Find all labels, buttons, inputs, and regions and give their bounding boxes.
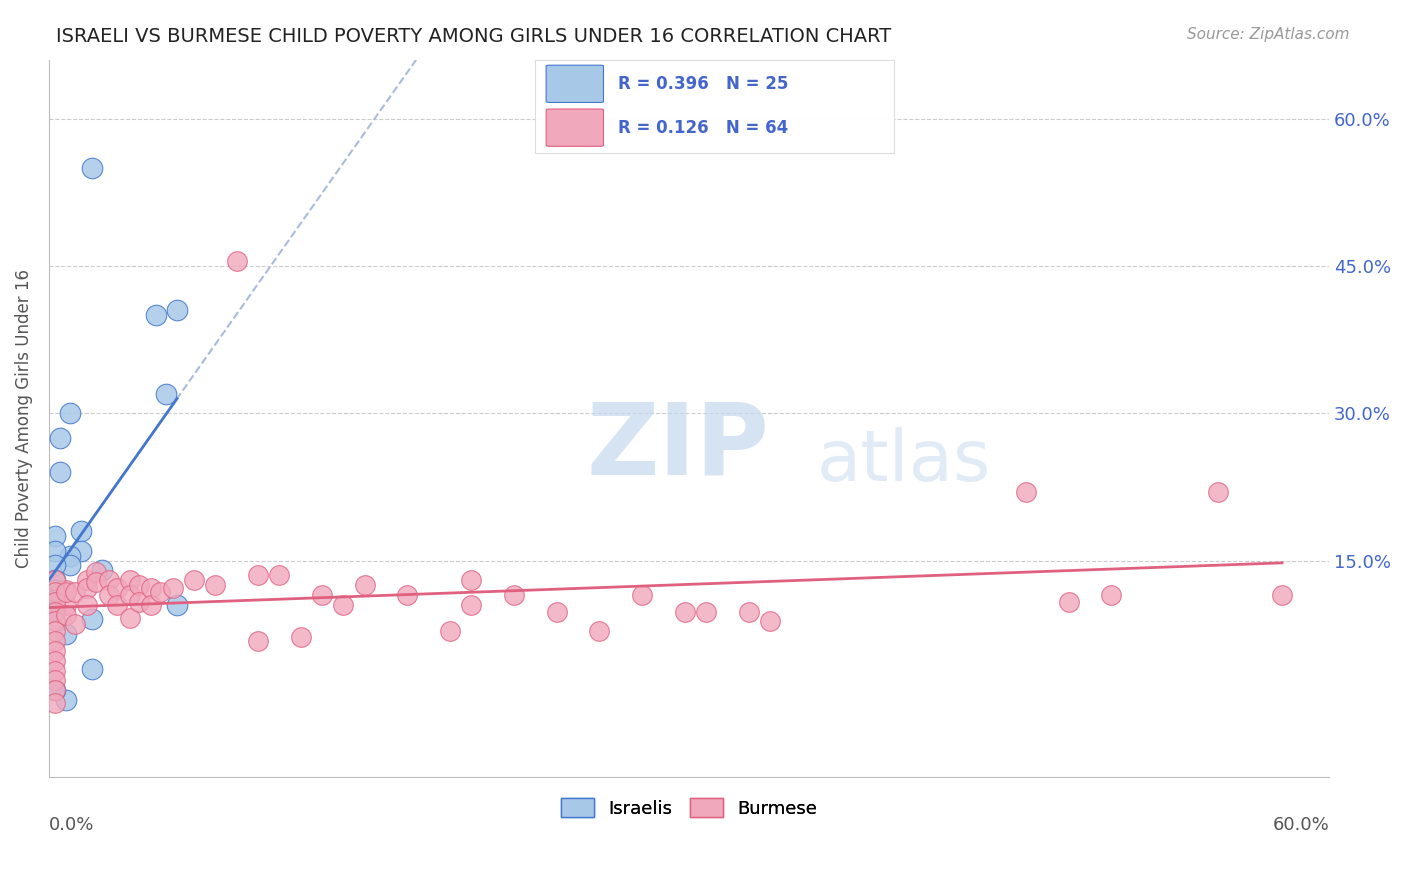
- Point: [80, 662, 103, 676]
- Point: [460, 598, 482, 612]
- Point: [145, 308, 167, 322]
- Point: [44, 573, 66, 587]
- Point: [105, 581, 128, 595]
- Point: [44, 558, 66, 573]
- Point: [128, 595, 150, 609]
- Point: [631, 588, 654, 602]
- Y-axis label: Child Poverty Among Girls Under 16: Child Poverty Among Girls Under 16: [15, 268, 32, 567]
- Point: [396, 588, 419, 602]
- Point: [44, 673, 66, 688]
- Point: [44, 664, 66, 678]
- Point: [80, 161, 103, 175]
- Point: [166, 598, 188, 612]
- Point: [84, 575, 107, 590]
- Point: [91, 563, 114, 577]
- Point: [118, 610, 141, 624]
- Point: [225, 254, 247, 268]
- Point: [44, 644, 66, 658]
- Point: [76, 581, 98, 595]
- Point: [59, 549, 82, 563]
- Point: [1271, 588, 1294, 602]
- Point: [503, 588, 526, 602]
- Point: [48, 431, 70, 445]
- Point: [204, 578, 226, 592]
- Point: [1099, 588, 1122, 602]
- Point: [76, 598, 98, 612]
- Point: [247, 634, 270, 648]
- Point: [166, 303, 188, 318]
- Text: ZIP: ZIP: [586, 399, 769, 495]
- Point: [70, 524, 93, 538]
- Legend: Israelis, Burmese: Israelis, Burmese: [554, 791, 824, 825]
- Point: [44, 683, 66, 698]
- Point: [1015, 484, 1038, 499]
- Point: [55, 598, 77, 612]
- Text: 60.0%: 60.0%: [1272, 816, 1329, 834]
- Point: [118, 573, 141, 587]
- Point: [44, 595, 66, 609]
- Text: atlas: atlas: [817, 426, 991, 496]
- Point: [44, 615, 66, 629]
- Text: ISRAELI VS BURMESE CHILD POVERTY AMONG GIRLS UNDER 16 CORRELATION CHART: ISRAELI VS BURMESE CHILD POVERTY AMONG G…: [56, 27, 891, 45]
- Point: [48, 465, 70, 479]
- Point: [44, 602, 66, 616]
- Point: [439, 624, 461, 639]
- Point: [55, 693, 77, 707]
- Point: [44, 573, 66, 587]
- Point: [44, 582, 66, 597]
- Point: [118, 588, 141, 602]
- Point: [59, 558, 82, 573]
- Point: [269, 568, 291, 582]
- Point: [105, 598, 128, 612]
- Point: [44, 696, 66, 710]
- Text: 0.0%: 0.0%: [49, 816, 94, 834]
- Point: [44, 585, 66, 599]
- Point: [44, 634, 66, 648]
- Point: [55, 582, 77, 597]
- Point: [290, 630, 312, 644]
- Point: [695, 605, 717, 619]
- Point: [149, 585, 172, 599]
- Point: [546, 605, 568, 619]
- Point: [588, 624, 610, 639]
- Point: [141, 581, 163, 595]
- Text: Source: ZipAtlas.com: Source: ZipAtlas.com: [1187, 27, 1350, 42]
- Point: [59, 406, 82, 420]
- Point: [759, 615, 782, 629]
- Point: [183, 573, 205, 587]
- Point: [63, 617, 86, 632]
- Point: [97, 573, 120, 587]
- Point: [44, 654, 66, 668]
- Point: [353, 578, 375, 592]
- Point: [44, 529, 66, 543]
- Point: [55, 585, 77, 599]
- Point: [141, 598, 163, 612]
- Point: [44, 683, 66, 698]
- Point: [44, 543, 66, 558]
- Point: [1057, 595, 1080, 609]
- Point: [97, 588, 120, 602]
- Point: [460, 573, 482, 587]
- Point: [70, 543, 93, 558]
- Point: [44, 605, 66, 619]
- Point: [84, 566, 107, 580]
- Point: [673, 605, 696, 619]
- Point: [55, 607, 77, 622]
- Point: [55, 627, 77, 641]
- Point: [1206, 484, 1229, 499]
- Point: [63, 585, 86, 599]
- Point: [162, 581, 184, 595]
- Point: [44, 592, 66, 607]
- Point: [80, 612, 103, 626]
- Point: [128, 578, 150, 592]
- Point: [155, 386, 177, 401]
- Point: [76, 573, 98, 587]
- Point: [247, 568, 270, 582]
- Point: [44, 624, 66, 639]
- Point: [311, 588, 333, 602]
- Point: [738, 605, 761, 619]
- Point: [332, 598, 354, 612]
